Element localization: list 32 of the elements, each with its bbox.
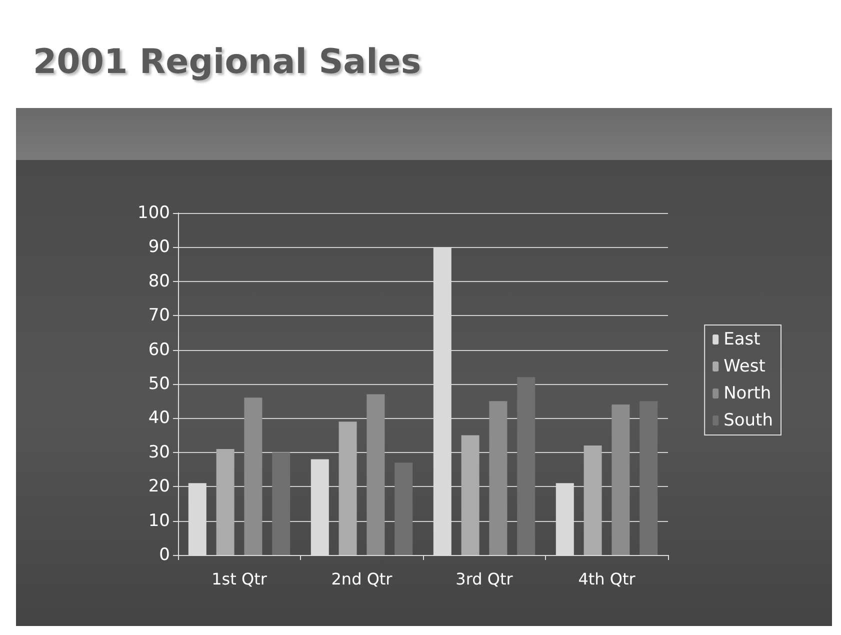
legend-label: South — [724, 410, 773, 430]
x-tick-label: 2nd Qtr — [331, 570, 393, 588]
y-tick-label: 20 — [148, 476, 170, 497]
y-tick-label: 80 — [148, 271, 170, 292]
y-tick-label: 30 — [148, 442, 170, 462]
y-tick-label: 70 — [148, 306, 170, 326]
bar — [489, 401, 508, 555]
bar — [584, 446, 602, 555]
bar — [394, 462, 413, 555]
bar — [366, 394, 385, 555]
x-tick-label: 3rd Qtr — [456, 570, 514, 588]
bar — [272, 452, 290, 555]
chart-title: 2001 Regional Sales — [33, 42, 422, 82]
bar — [338, 422, 357, 555]
bar — [517, 377, 536, 555]
y-tick-label: 0 — [159, 545, 170, 565]
y-tick-label: 60 — [148, 340, 170, 360]
y-tick-label: 10 — [148, 510, 170, 531]
y-tick-label: 40 — [148, 408, 170, 428]
y-tick-label: 50 — [148, 374, 170, 394]
y-tick-label: 90 — [148, 237, 170, 258]
bar — [461, 435, 480, 555]
bar — [216, 448, 234, 555]
x-tick-label: 4th Qtr — [578, 570, 636, 588]
y-tick-label: 100 — [138, 203, 170, 223]
x-tick-label: 1st Qtr — [212, 570, 268, 588]
bar — [612, 404, 630, 555]
bar — [244, 398, 262, 555]
bar — [640, 401, 658, 555]
legend-label: North — [724, 384, 772, 404]
legend-label: West — [724, 356, 766, 376]
legend-label: East — [724, 330, 761, 350]
